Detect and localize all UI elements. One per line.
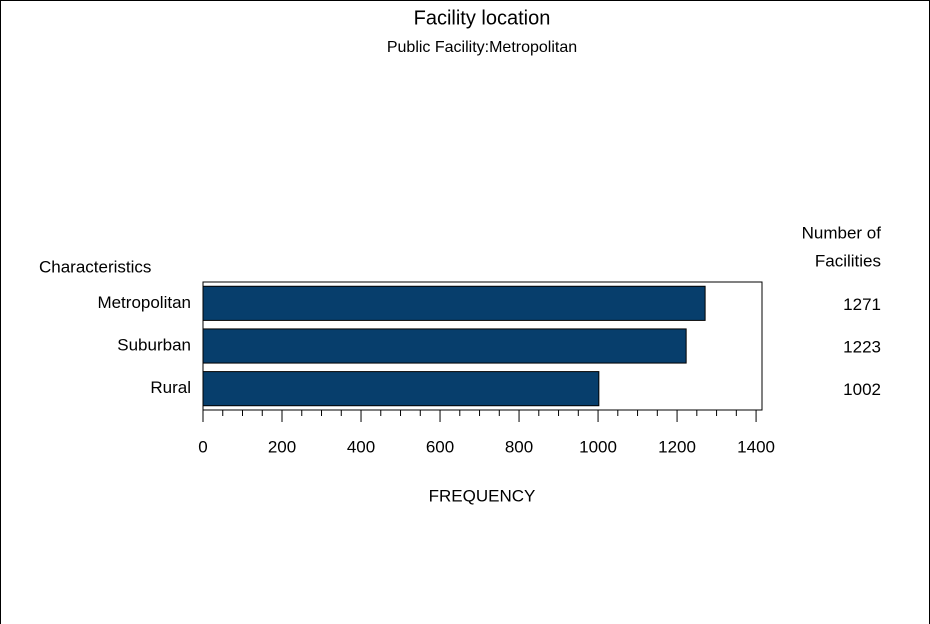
value-header: Number of [802, 223, 882, 242]
chart-subtitle: Public Facility:Metropolitan [387, 39, 577, 56]
bar [202, 285, 706, 321]
value-header: Facilities [815, 251, 881, 270]
x-tick-label: 600 [426, 437, 454, 456]
bar [202, 371, 600, 407]
x-tick-label: 800 [505, 437, 533, 456]
x-tick-label: 0 [198, 437, 207, 456]
x-tick-label: 200 [268, 437, 296, 456]
value-label: 1002 [843, 380, 881, 399]
value-label: 1223 [843, 337, 881, 356]
y-axis-label: Characteristics [39, 257, 151, 276]
y-tick-label: Metropolitan [97, 293, 191, 312]
chart-title: Facility location [414, 7, 551, 29]
y-tick-label: Suburban [117, 335, 191, 354]
x-tick-label: 1200 [658, 437, 696, 456]
x-axis-label: FREQUENCY [429, 486, 536, 505]
bar [202, 328, 687, 364]
x-tick-label: 1000 [579, 437, 617, 456]
x-tick-label: 1400 [737, 437, 775, 456]
x-tick-label: 400 [347, 437, 375, 456]
value-label: 1271 [843, 295, 881, 314]
y-tick-label: Rural [150, 378, 191, 397]
